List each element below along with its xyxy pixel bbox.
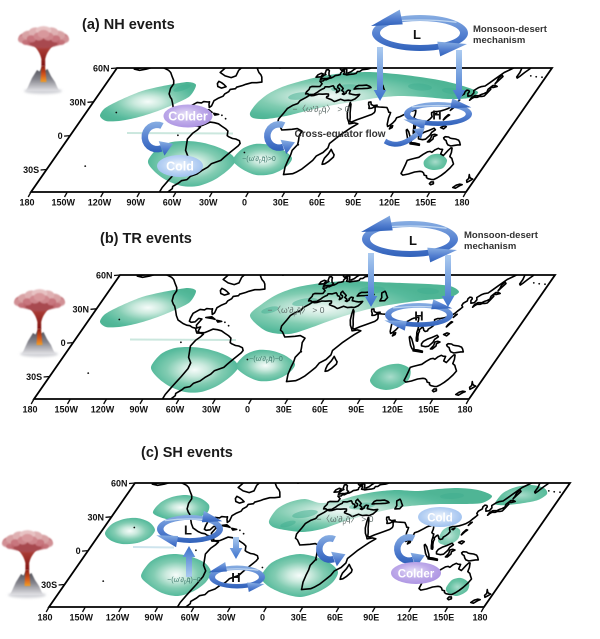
svg-text:180: 180 xyxy=(454,198,469,208)
svg-text:60W: 60W xyxy=(166,405,185,415)
svg-text:−(ω′∂pq̄)>0: −(ω′∂pq̄)>0 xyxy=(242,156,276,165)
svg-text:120W: 120W xyxy=(91,405,115,415)
svg-text:0: 0 xyxy=(76,546,81,556)
svg-text:30E: 30E xyxy=(291,613,307,623)
svg-text:120E: 120E xyxy=(397,613,418,623)
svg-text:−(ω′∂pq̄)~0: −(ω′∂pq̄)~0 xyxy=(167,577,201,586)
svg-text:150E: 150E xyxy=(415,198,436,208)
svg-text:0: 0 xyxy=(242,198,247,208)
svg-text:−(ω′∂pq̄)~0: −(ω′∂pq̄)~0 xyxy=(249,356,283,365)
svg-text:30S: 30S xyxy=(41,580,57,590)
svg-text:0: 0 xyxy=(245,405,250,415)
svg-text:H: H xyxy=(432,108,441,123)
svg-text:Colder: Colder xyxy=(168,110,208,124)
svg-text:180: 180 xyxy=(22,405,37,415)
svg-text:60E: 60E xyxy=(312,405,328,415)
svg-text:90W: 90W xyxy=(127,198,146,208)
svg-text:Monsoon-desert: Monsoon-desert xyxy=(464,230,539,241)
svg-text:120W: 120W xyxy=(106,613,130,623)
svg-text:30E: 30E xyxy=(276,405,292,415)
svg-text:(a) NH events: (a) NH events xyxy=(82,17,175,33)
svg-text:30W: 30W xyxy=(202,405,221,415)
svg-text:120E: 120E xyxy=(382,405,403,415)
svg-text:60W: 60W xyxy=(181,613,200,623)
svg-text:60W: 60W xyxy=(163,198,182,208)
svg-text:H: H xyxy=(414,309,423,324)
svg-text:30E: 30E xyxy=(273,198,289,208)
svg-text:150W: 150W xyxy=(70,613,94,623)
svg-text:180: 180 xyxy=(472,613,487,623)
svg-text:Cross-equator flow: Cross-equator flow xyxy=(294,129,385,140)
svg-text:30W: 30W xyxy=(199,198,218,208)
svg-text:150W: 150W xyxy=(55,405,79,415)
svg-text:mechanism: mechanism xyxy=(464,241,516,252)
svg-text:Cold: Cold xyxy=(166,160,194,174)
svg-text:Monsoon-desert: Monsoon-desert xyxy=(473,24,548,35)
svg-text:120E: 120E xyxy=(379,198,400,208)
svg-text:−〈ω′∂pq̄〉 > 0: −〈ω′∂pq̄〉 > 0 xyxy=(293,104,350,116)
svg-text:90W: 90W xyxy=(145,613,164,623)
svg-text:60E: 60E xyxy=(327,613,343,623)
svg-text:90W: 90W xyxy=(130,405,149,415)
svg-text:180: 180 xyxy=(457,405,472,415)
svg-text:0: 0 xyxy=(58,131,63,141)
svg-text:30S: 30S xyxy=(26,372,42,382)
svg-text:60N: 60N xyxy=(93,64,110,74)
svg-text:30N: 30N xyxy=(69,97,86,107)
svg-text:90E: 90E xyxy=(363,613,379,623)
svg-text:(c) SH events: (c) SH events xyxy=(141,445,233,461)
svg-text:180: 180 xyxy=(19,198,34,208)
svg-text:L: L xyxy=(409,233,417,248)
svg-text:−〈ω′∂pq̄〉 > 0: −〈ω′∂pq̄〉 > 0 xyxy=(317,514,374,526)
svg-text:Cold: Cold xyxy=(427,513,453,525)
svg-text:L: L xyxy=(184,523,192,538)
svg-text:H: H xyxy=(231,570,240,585)
svg-text:Colder: Colder xyxy=(398,569,435,581)
svg-text:mechanism: mechanism xyxy=(473,35,525,46)
svg-text:60N: 60N xyxy=(111,479,128,489)
svg-text:0: 0 xyxy=(260,613,265,623)
svg-text:60N: 60N xyxy=(96,271,113,281)
svg-text:30N: 30N xyxy=(87,512,104,522)
svg-text:90E: 90E xyxy=(345,198,361,208)
svg-text:30N: 30N xyxy=(72,304,89,314)
svg-text:150E: 150E xyxy=(418,405,439,415)
svg-text:30W: 30W xyxy=(217,613,236,623)
svg-text:60E: 60E xyxy=(309,198,325,208)
svg-text:90E: 90E xyxy=(348,405,364,415)
svg-text:150W: 150W xyxy=(52,198,76,208)
svg-text:−〈ω′∂pq̄〉 > 0: −〈ω′∂pq̄〉 > 0 xyxy=(268,305,325,317)
svg-text:150E: 150E xyxy=(433,613,454,623)
svg-text:0: 0 xyxy=(61,338,66,348)
svg-text:30S: 30S xyxy=(23,165,39,175)
svg-text:120W: 120W xyxy=(88,198,112,208)
svg-text:180: 180 xyxy=(37,613,52,623)
svg-text:(b) TR events: (b) TR events xyxy=(100,231,192,247)
svg-text:L: L xyxy=(413,27,421,42)
